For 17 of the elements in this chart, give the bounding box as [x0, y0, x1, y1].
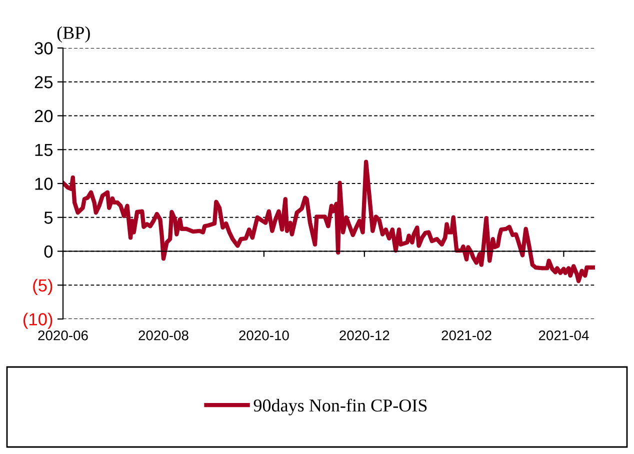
- x-tick-label: 2020-12: [340, 330, 390, 340]
- x-tick-label: 2020-06: [38, 330, 88, 340]
- y-axis-title: (BP): [57, 26, 90, 43]
- x-tick-label: 2021-04: [538, 330, 589, 340]
- y-tick-label: 0: [44, 245, 53, 258]
- x-tick-label: 2020-10: [239, 330, 289, 340]
- y-tick-label: (5): [33, 278, 52, 296]
- y-tick-label: 10: [35, 178, 53, 190]
- x-tick-label: 2021-02: [442, 330, 492, 340]
- y-tick-label: (10): [23, 312, 52, 329]
- y-tick-label: 15: [35, 144, 53, 156]
- legend-label: 90days Non-fin CP-OIS: [254, 398, 427, 416]
- y-tick-label: 30: [34, 42, 53, 54]
- y-tick-label: 25: [34, 76, 53, 88]
- x-tick-label: 2020-08: [138, 330, 188, 340]
- y-tick-label: 20: [34, 110, 53, 122]
- y-tick-label: 5: [44, 212, 53, 224]
